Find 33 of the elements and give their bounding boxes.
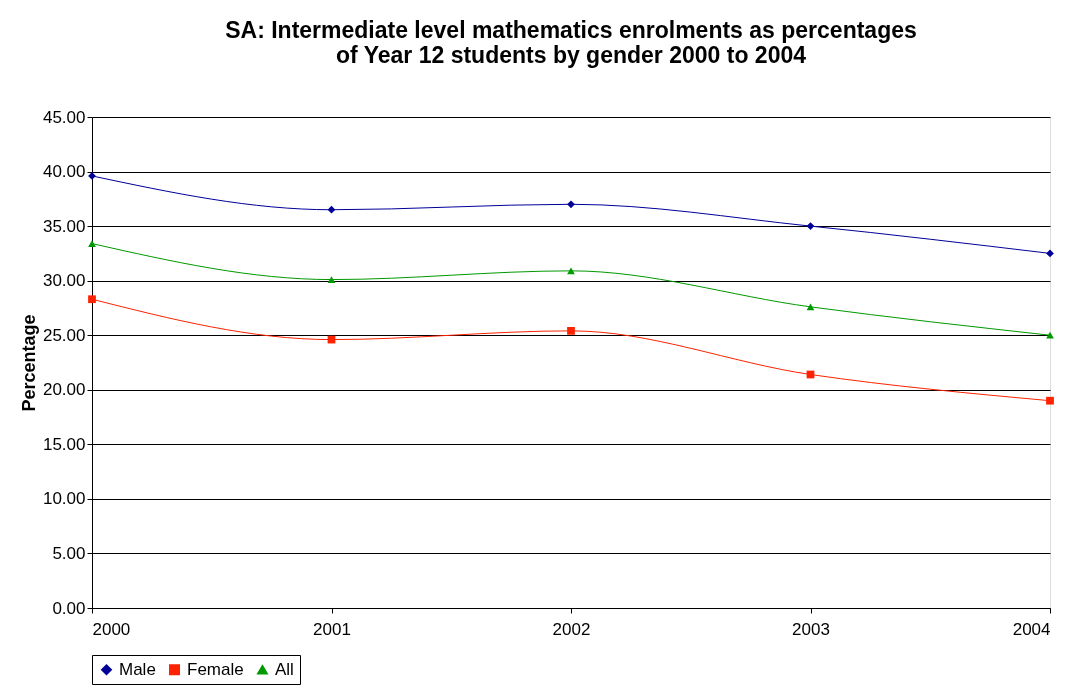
x-tick-label: 2003 xyxy=(792,619,830,639)
point xyxy=(806,222,815,230)
y-tick-label: 30.00 xyxy=(42,271,86,291)
y-tick-label: 35.00 xyxy=(42,216,86,236)
y-tick-label: 10.00 xyxy=(42,489,86,509)
y-tick-label: 0.00 xyxy=(52,598,86,618)
x-tick-label: 2004 xyxy=(1012,619,1051,639)
x-tick-label: 2001 xyxy=(313,619,351,639)
point xyxy=(1046,396,1054,405)
point xyxy=(567,326,575,335)
legend-label: All xyxy=(275,659,294,679)
y-tick-label: 20.00 xyxy=(42,380,86,400)
text: of Year 12 students by gender 2000 to 2004 xyxy=(335,42,807,68)
point xyxy=(88,295,96,304)
point xyxy=(88,240,96,247)
point xyxy=(1046,331,1054,339)
point xyxy=(327,205,336,214)
point xyxy=(806,303,815,311)
legend-label: Male xyxy=(119,659,156,679)
y-tick-label: 25.00 xyxy=(42,325,86,345)
x-tick-label: 2000 xyxy=(92,619,131,639)
y-axis-title: Percentage xyxy=(18,314,39,412)
point xyxy=(327,276,336,283)
point xyxy=(567,200,575,209)
x-tick-label: 2002 xyxy=(552,619,591,639)
text: SA: Intermediate level mathematics enrolments as percentages xyxy=(225,17,917,43)
point xyxy=(567,267,575,275)
y-tick-label: 15.00 xyxy=(42,434,86,454)
y-tick-label: 5.00 xyxy=(52,543,86,563)
y-tick-label: 45.00 xyxy=(42,107,86,127)
legend-label: Female xyxy=(187,659,244,679)
point xyxy=(1046,249,1054,258)
y-tick-label: 40.00 xyxy=(42,162,86,182)
